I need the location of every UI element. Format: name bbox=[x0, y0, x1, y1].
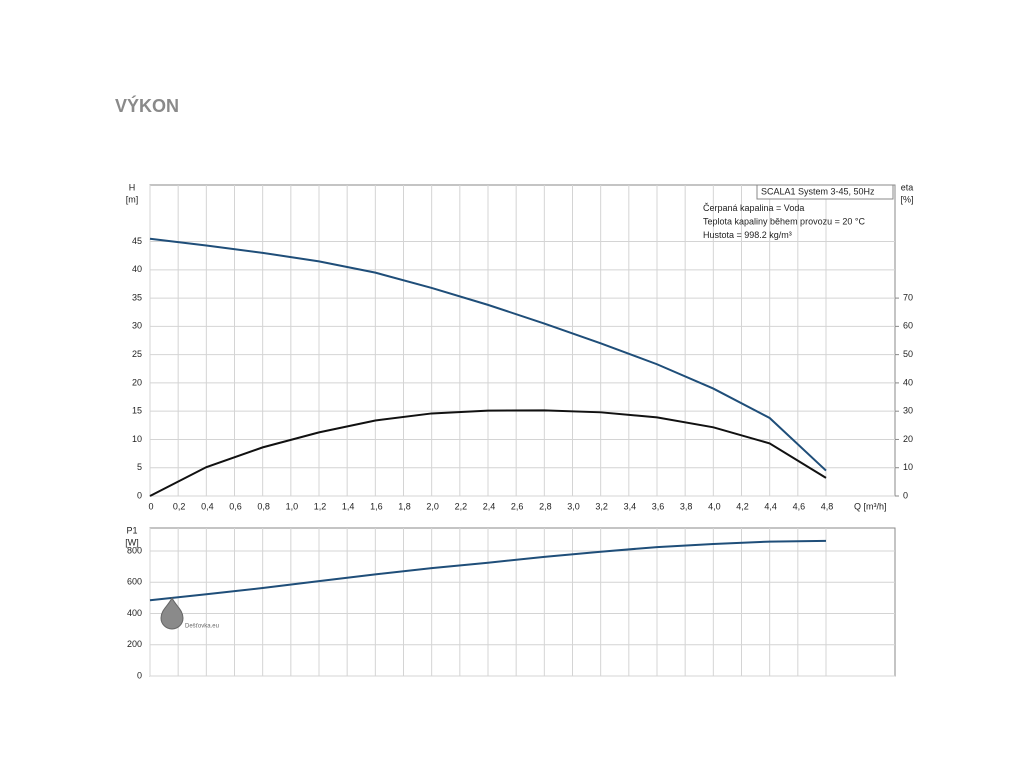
y2-tick-label: 0 bbox=[903, 490, 908, 500]
series-line bbox=[149, 539, 827, 602]
y2-tick-label: 70 bbox=[903, 292, 913, 302]
x-tick-label: 2,8 bbox=[539, 501, 552, 511]
y-tick-label: 0 bbox=[137, 670, 142, 680]
y-axis-unit: [W] bbox=[125, 537, 139, 547]
x-tick-label: 2,4 bbox=[483, 501, 496, 511]
y2-axis-unit: [%] bbox=[900, 194, 913, 204]
x-tick-label: 2,2 bbox=[455, 501, 468, 511]
y2-tick-label: 40 bbox=[903, 377, 913, 387]
x-tick-label: 4,0 bbox=[708, 501, 721, 511]
x-axis-label: Q [m³/h] bbox=[854, 501, 887, 511]
y-tick-label: 5 bbox=[137, 462, 142, 472]
x-tick-label: 3,4 bbox=[624, 501, 637, 511]
x-tick-label: 2,6 bbox=[511, 501, 524, 511]
x-tick-label: 0,8 bbox=[257, 501, 270, 511]
y-axis-unit: [m] bbox=[126, 194, 139, 204]
x-tick-label: 3,0 bbox=[567, 501, 580, 511]
y-tick-label: 30 bbox=[132, 321, 142, 331]
x-tick-label: 0 bbox=[148, 501, 153, 511]
y2-tick-label: 10 bbox=[903, 462, 913, 472]
y2-tick-label: 60 bbox=[903, 321, 913, 331]
series-line bbox=[149, 409, 827, 497]
x-tick-label: 3,2 bbox=[595, 501, 608, 511]
watermark-text: Dešťovka.eu bbox=[185, 624, 219, 630]
y-tick-label: 600 bbox=[127, 577, 142, 587]
info-box bbox=[756, 184, 894, 200]
x-tick-label: 0,6 bbox=[229, 501, 242, 511]
y2-tick-label: 30 bbox=[903, 406, 913, 416]
x-tick-label: 0,4 bbox=[201, 501, 214, 511]
x-tick-label: 3,8 bbox=[680, 501, 693, 511]
info-text: Teplota kapaliny během provozu = 20 °C bbox=[703, 216, 865, 226]
y-tick-label: 800 bbox=[127, 545, 142, 555]
x-tick-label: 1,2 bbox=[314, 501, 327, 511]
x-tick-label: 1,0 bbox=[286, 501, 299, 511]
series-line bbox=[149, 237, 827, 472]
info-text: SCALA1 System 3-45, 50Hz bbox=[761, 186, 875, 196]
y2-tick-label: 20 bbox=[903, 434, 913, 444]
y-tick-label: 40 bbox=[132, 264, 142, 274]
y-axis-label: H bbox=[129, 182, 136, 192]
x-tick-label: 0,2 bbox=[173, 501, 186, 511]
info-text: Čerpaná kapalina = Voda bbox=[703, 203, 804, 213]
x-tick-label: 1,6 bbox=[370, 501, 383, 511]
page-title: VÝKON bbox=[115, 95, 179, 116]
x-tick-label: 4,2 bbox=[736, 501, 749, 511]
y-tick-label: 200 bbox=[127, 639, 142, 649]
y-tick-label: 10 bbox=[132, 434, 142, 444]
y-tick-label: 15 bbox=[132, 406, 142, 416]
y-tick-label: 45 bbox=[132, 236, 142, 246]
x-tick-label: 4,8 bbox=[821, 501, 834, 511]
x-tick-label: 1,4 bbox=[342, 501, 355, 511]
x-tick-label: 2,0 bbox=[426, 501, 439, 511]
y-tick-label: 25 bbox=[132, 349, 142, 359]
x-tick-label: 3,6 bbox=[652, 501, 665, 511]
y-tick-label: 20 bbox=[132, 377, 142, 387]
info-text: Hustota = 998.2 kg/m³ bbox=[703, 230, 792, 240]
y-axis-label: P1 bbox=[126, 525, 137, 535]
y-tick-label: 0 bbox=[137, 490, 142, 500]
y2-tick-label: 50 bbox=[903, 349, 913, 359]
x-tick-label: 1,8 bbox=[398, 501, 411, 511]
y2-axis-label: eta bbox=[901, 182, 914, 192]
watermark-drop bbox=[160, 596, 184, 630]
plot-area bbox=[149, 527, 896, 677]
y-tick-label: 35 bbox=[132, 292, 142, 302]
x-tick-label: 4,4 bbox=[764, 501, 777, 511]
x-tick-label: 4,6 bbox=[793, 501, 806, 511]
y-tick-label: 400 bbox=[127, 608, 142, 618]
